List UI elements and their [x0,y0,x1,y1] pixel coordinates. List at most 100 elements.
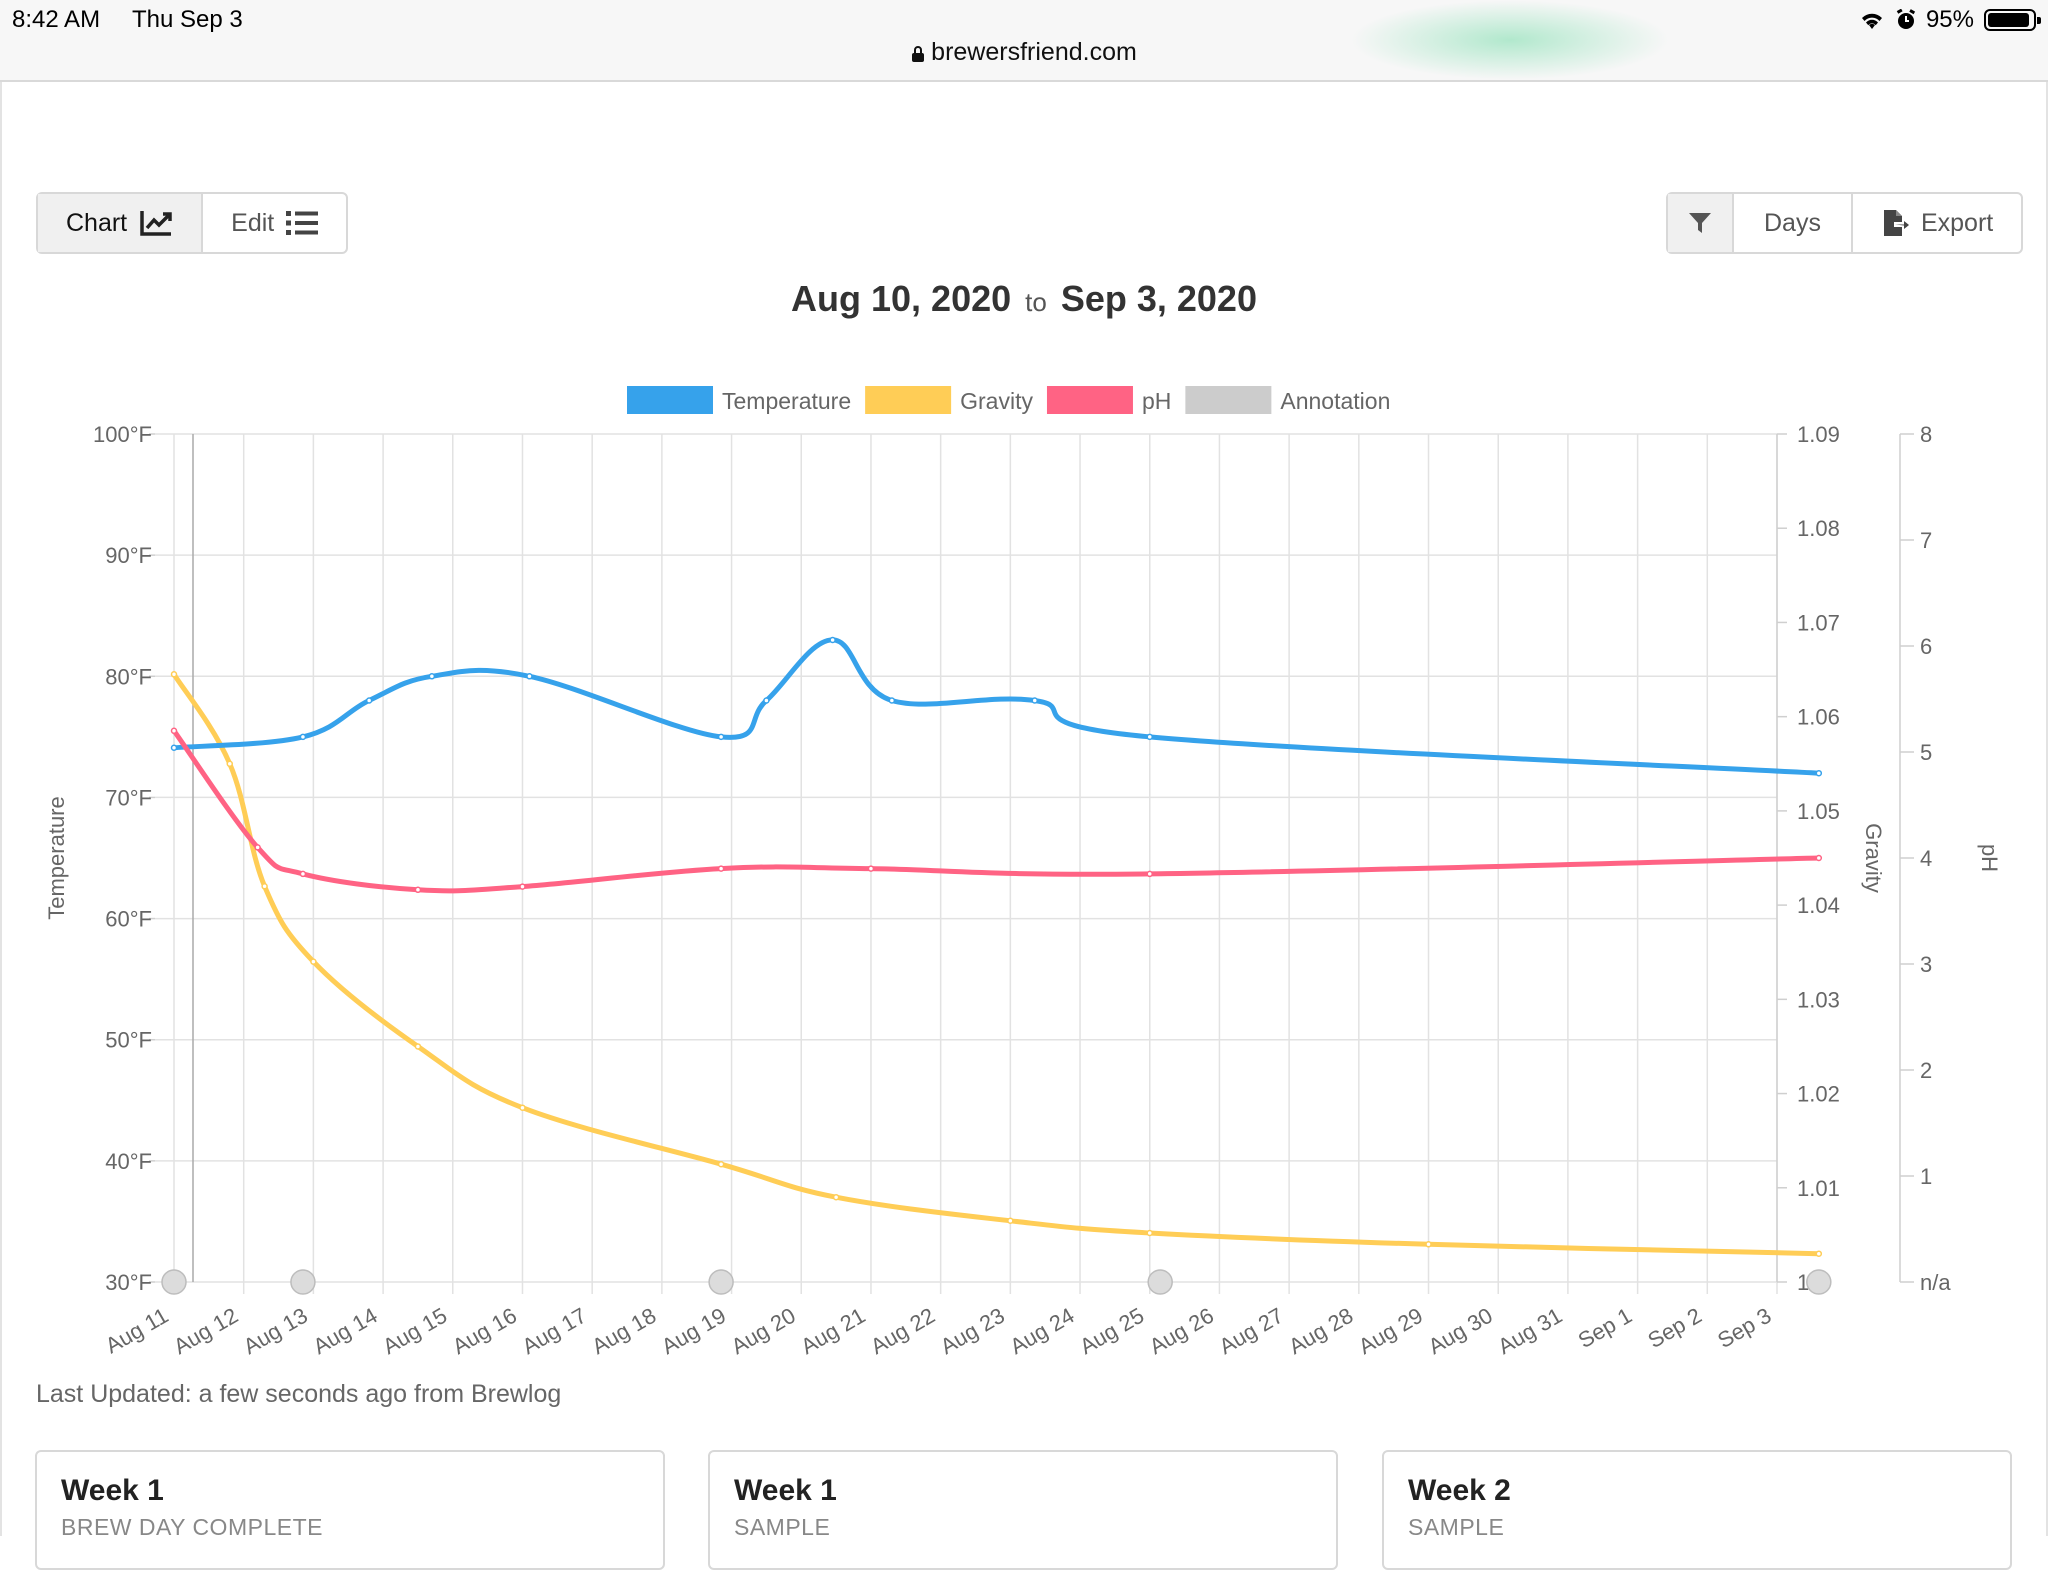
status-time: 8:42 AM [12,6,101,33]
ph-series-point [519,883,526,890]
gravity-tick-label: 1.04 [1797,893,1840,918]
ph-series-point [1815,854,1823,862]
gravity-series-point [170,671,178,678]
temperature-series-point [526,673,533,680]
annotation-marker [1147,1269,1173,1295]
x-tick-label: Aug 12 [169,1303,242,1360]
annotation-marker [161,1269,187,1295]
ph-series-line [171,728,1822,894]
legend-label-annotation: Annotation [1280,388,1390,414]
ios-status-bar: 8:42 AM Thu Sep 3 95% brewersfriend.com [0,0,2048,82]
temperature-tick-label: 70°F [105,785,152,810]
temperature-series-line [171,637,1822,776]
temperature-series-point [829,636,836,644]
filter-icon [1689,213,1711,233]
session-card-3[interactable]: Week 2 SAMPLE [1382,1450,2012,1570]
date-range-start: Aug 10, 2020 [791,278,1012,319]
x-tick-label: Aug 21 [797,1303,870,1360]
legend-swatch-gravity [865,386,952,414]
days-button[interactable]: Days [1732,194,1851,252]
x-tick-label: Sep 1 [1574,1303,1636,1353]
gravity-series-point [1425,1241,1432,1248]
last-updated-text: Last Updated: a few seconds ago from Bre… [36,1380,562,1408]
card-title: Week 1 [61,1474,164,1507]
ph-axis-title: pH [1977,844,2002,872]
address-bar[interactable]: brewersfriend.com [0,38,2048,67]
filter-button[interactable] [1668,194,1732,252]
gravity-series-point [1007,1217,1014,1225]
temperature-tick-label: 40°F [105,1149,152,1174]
ph-tick-label: 5 [1920,740,1932,765]
temperature-series-point [763,697,770,704]
x-tick-label: Aug 26 [1145,1303,1218,1360]
lock-icon [912,46,925,62]
page-load-glow [1350,0,1670,80]
view-toggle: Chart Edit [36,192,349,254]
temperature-tick-label: 90°F [105,543,152,568]
export-button[interactable]: Export [1850,194,2021,252]
legend-swatch-temperature [627,386,713,414]
gravity-series-point [1146,1229,1153,1237]
date-range-connector: to [1025,287,1047,317]
temperature-series-point [1031,697,1038,704]
chart-label: Chart [66,208,128,237]
temperature-series-point [1146,733,1153,741]
temperature-series-point [365,697,373,704]
legend-swatch-annotation [1185,386,1272,414]
edit-label: Edit [231,208,275,237]
web-content [0,82,2048,1536]
legend-swatch-ph [1046,386,1133,414]
temperature-series-point [299,733,307,741]
x-tick-label: Aug 16 [448,1303,521,1360]
ph-series-point [254,844,261,851]
gravity-series-point [519,1104,526,1111]
session-card-1[interactable]: Week 1 BREW DAY COMPLETE [35,1450,665,1570]
gravity-tick-label: 1.03 [1797,987,1840,1012]
status-indicators: 95% [1858,6,2041,34]
gravity-series-point [717,1160,725,1168]
x-tick-label: Sep 2 [1644,1303,1706,1353]
export-label: Export [1920,208,1994,237]
chart-view-button[interactable]: Chart [38,194,202,252]
gravity-axis-title: Gravity [1861,823,1886,893]
ph-series-point [170,727,178,735]
card-subtitle: SAMPLE [734,1514,831,1540]
temperature-tick-label: 60°F [105,907,152,932]
x-tick-label: Aug 13 [239,1303,312,1360]
temperature-axis-title: Temperature [44,796,69,920]
x-tick-label: Aug 31 [1494,1303,1567,1360]
session-card-2[interactable]: Week 1 SAMPLE [708,1450,1338,1570]
days-label: Days [1764,208,1821,237]
wifi-icon [1861,13,1882,29]
x-tick-label: Aug 30 [1424,1303,1497,1360]
export-file-icon [1883,210,1909,236]
x-tick-label: Aug 18 [587,1303,660,1360]
url-text: brewersfriend.com [931,38,1137,66]
x-tick-label: Aug 17 [518,1303,591,1360]
card-subtitle: SAMPLE [1408,1514,1505,1540]
temperature-series-point [428,673,436,680]
gravity-series-point [1815,1250,1823,1257]
card-title: Week 2 [1408,1474,1511,1507]
edit-view-button[interactable]: Edit [201,194,346,252]
battery-icon [1984,9,2041,31]
gravity-series-point [261,883,268,890]
gravity-tick-label: 1 [1797,1270,1809,1295]
annotation-marker [1806,1269,1832,1295]
gravity-tick-label: 1.08 [1797,516,1840,541]
ph-tick-label: 4 [1920,846,1932,871]
x-tick-label: Aug 23 [936,1303,1009,1360]
temperature-series-point [170,744,178,752]
ph-series-point [1146,870,1153,878]
chart-tools: Days Export [1666,192,2024,254]
alarm-icon [1896,9,1916,29]
temperature-series-point [888,697,896,704]
ph-tick-label: n/a [1920,1270,1951,1295]
temperature-tick-label: 80°F [105,664,152,689]
x-tick-label: Aug 20 [727,1303,800,1360]
x-tick-label: Aug 14 [309,1303,382,1360]
date-range-heading: Aug 10, 2020 to Sep 3, 2020 [0,278,2048,320]
ph-series-point [414,886,422,894]
x-tick-label: Aug 29 [1354,1303,1427,1360]
gravity-series-point [832,1193,840,1201]
